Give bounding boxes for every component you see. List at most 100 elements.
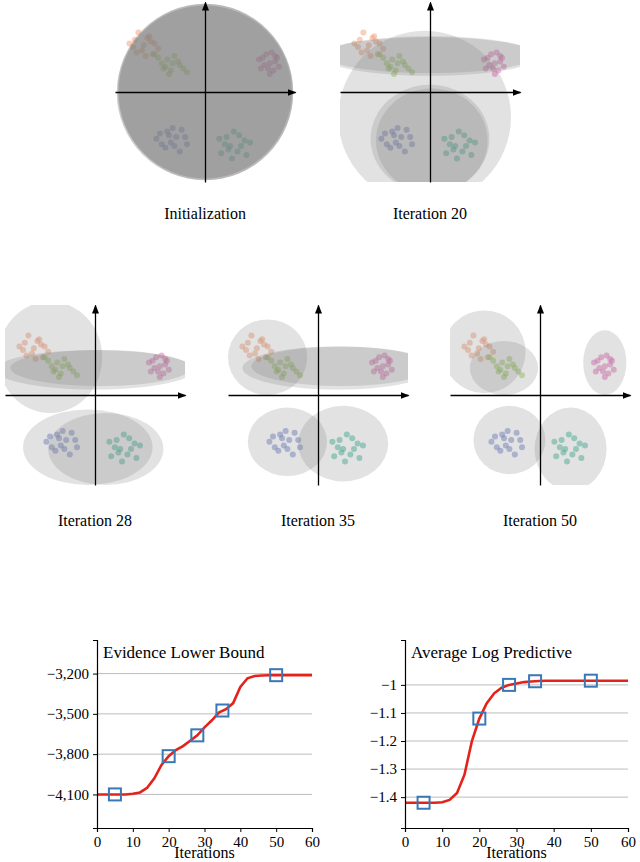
- tick-label: −1: [381, 677, 397, 693]
- tick-mark: [628, 828, 629, 832]
- tick-mark: [401, 741, 405, 742]
- tick-label: 40: [547, 834, 562, 850]
- tick: 50: [269, 828, 284, 850]
- plot-area: [97, 669, 312, 800]
- tick-label: 10: [126, 834, 141, 850]
- grid-line: [97, 713, 312, 714]
- tick-label: 20: [472, 834, 487, 850]
- x-axis-title: Iterations: [174, 844, 234, 861]
- ellipses: [450, 310, 626, 485]
- tick-mark: [517, 828, 518, 832]
- marker: [529, 675, 541, 687]
- tick-label: 60: [621, 834, 636, 850]
- marker: [191, 729, 203, 741]
- tick-mark: [401, 769, 405, 770]
- panel: Iteration 20: [322, 3, 538, 223]
- tick-mark: [93, 714, 97, 715]
- marker: [585, 675, 597, 687]
- figure: Initialization Iteration 20 Iteration 28 It…: [0, 0, 640, 862]
- grid-line: [405, 741, 628, 742]
- line: [405, 681, 628, 803]
- panel-caption: Iteration 50: [503, 512, 577, 529]
- axis-line: [318, 306, 319, 486]
- plot-area: [405, 675, 628, 809]
- ellipse: [535, 408, 607, 485]
- tick-label: −4,100: [47, 787, 89, 803]
- panel-caption: Iteration 28: [58, 512, 132, 529]
- axis-line: [205, 3, 206, 183]
- marker-series: [109, 669, 282, 800]
- panel: Iteration 35: [228, 306, 433, 530]
- tick: −1.1: [370, 705, 405, 721]
- tick: 40: [547, 828, 562, 850]
- tick: 60: [621, 828, 636, 850]
- ellipse: [48, 413, 163, 485]
- marker: [270, 669, 282, 681]
- tick: 0: [402, 828, 410, 850]
- axis-line: [98, 829, 313, 833]
- panel: Iteration 28: [0, 301, 194, 529]
- y-axis: [205, 3, 206, 183]
- point: [360, 30, 366, 36]
- tick: −3,800: [47, 746, 97, 762]
- axis-line: [401, 641, 406, 829]
- tick-mark: [442, 828, 443, 832]
- x-axis-title: Iterations: [486, 844, 546, 861]
- line-chart: 0102030405060−4,100−3,800−3,500−3,200Evi…: [47, 641, 320, 862]
- ellipse: [340, 31, 511, 182]
- grid-line: [405, 797, 628, 798]
- tick-label: −3,800: [47, 746, 89, 762]
- tick-mark: [240, 828, 241, 832]
- tick-mark: [133, 828, 134, 832]
- tick-label: 40: [233, 834, 248, 850]
- tick-mark: [276, 828, 277, 832]
- marker: [109, 788, 121, 800]
- tick: −1.2: [370, 733, 405, 749]
- y-axis: [318, 306, 319, 486]
- tick: 60: [305, 828, 320, 850]
- plot-area: [5, 305, 185, 485]
- panel: Iteration 50: [443, 306, 631, 530]
- tick-mark: [205, 828, 206, 832]
- tick: −1.3: [370, 761, 405, 777]
- tick-label: 60: [305, 834, 320, 850]
- grid-line: [405, 769, 628, 770]
- tick-mark: [401, 685, 405, 686]
- tick: 20: [472, 828, 487, 850]
- tick-mark: [93, 794, 97, 795]
- tick-label: −3,200: [47, 666, 89, 682]
- tick: −3,500: [47, 706, 97, 722]
- grid-line: [97, 754, 312, 755]
- tick-mark: [554, 828, 555, 832]
- ellipse: [242, 346, 408, 389]
- marker-series: [418, 675, 597, 809]
- y-axis: [540, 306, 541, 486]
- tick-label: −1.1: [370, 705, 397, 721]
- tick: −4,100: [47, 787, 97, 803]
- tick-mark: [479, 828, 480, 832]
- axis-line: [540, 306, 541, 486]
- panel: Initialization: [116, 3, 296, 223]
- tick-label: 50: [584, 834, 599, 850]
- tick: 40: [233, 828, 248, 850]
- grid-line: [405, 712, 628, 713]
- grid: [97, 674, 312, 795]
- tick-label: 10: [435, 834, 450, 850]
- marker: [163, 750, 175, 762]
- axis-line: [93, 641, 98, 829]
- line: [97, 675, 312, 794]
- panel-caption: Iteration 20: [393, 205, 467, 222]
- marker: [418, 797, 430, 809]
- marker: [473, 713, 485, 725]
- tick-mark: [401, 797, 405, 798]
- grid: [405, 685, 628, 797]
- tick-mark: [93, 674, 97, 675]
- tick-label: 50: [269, 834, 284, 850]
- ellipses: [5, 305, 185, 485]
- tick-label: −3,500: [47, 706, 89, 722]
- tick-mark: [312, 828, 313, 832]
- tick-mark: [401, 713, 405, 714]
- axis-line: [430, 3, 431, 183]
- tick: −3,200: [47, 666, 97, 682]
- y-axis: [95, 306, 96, 486]
